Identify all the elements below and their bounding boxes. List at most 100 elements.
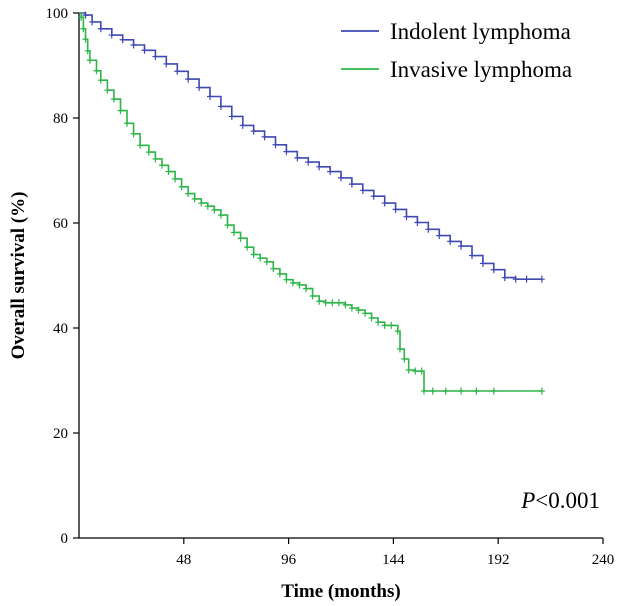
censor-mark	[458, 242, 465, 250]
censor-mark	[375, 318, 382, 326]
censor-mark	[178, 183, 185, 191]
censor-mark	[309, 292, 316, 300]
p-value-annotation: P<0.001	[520, 488, 600, 513]
y-tick-label: 100	[46, 6, 69, 22]
censor-mark	[141, 46, 148, 54]
censor-mark	[348, 304, 355, 312]
p-value-text: <0.001	[535, 488, 600, 513]
censor-mark	[97, 25, 104, 33]
y-tick-label: 80	[53, 111, 68, 127]
x-tick-label: 96	[281, 552, 297, 568]
censor-mark	[204, 202, 211, 210]
x-tick-label: 192	[487, 552, 510, 568]
censor-mark	[436, 232, 443, 240]
censor-mark	[490, 266, 497, 274]
censor-mark	[130, 130, 137, 138]
censor-mark	[137, 141, 144, 149]
censor-mark	[124, 119, 131, 127]
censor-mark	[368, 314, 375, 322]
censor-mark	[296, 281, 303, 289]
censor-mark	[283, 148, 290, 156]
censor-mark	[257, 254, 264, 262]
censor-mark	[469, 252, 475, 260]
censor-mark	[401, 355, 408, 363]
censor-mark	[263, 258, 270, 266]
censor-mark	[329, 299, 336, 307]
censor-mark	[191, 195, 198, 203]
censor-mark	[342, 301, 349, 309]
censor-mark	[381, 321, 388, 329]
x-tick-label: 48	[176, 552, 191, 568]
censor-mark	[239, 121, 246, 129]
censor-mark	[196, 84, 203, 92]
x-tick-label: 240	[592, 552, 615, 568]
censor-marks	[78, 11, 545, 395]
censor-mark	[394, 327, 401, 335]
censor-mark	[108, 31, 115, 39]
censor-mark	[198, 199, 205, 207]
censor-mark	[370, 192, 377, 200]
censor-mark	[158, 161, 165, 169]
y-tick-label: 0	[61, 531, 69, 547]
censor-mark	[163, 60, 170, 68]
censor-mark	[250, 127, 257, 135]
censor-mark	[392, 205, 399, 213]
censor-mark	[152, 53, 159, 61]
censor-mark	[174, 67, 181, 75]
legend-label: Indolent lymphoma	[390, 19, 571, 44]
censor-mark	[338, 174, 344, 182]
censor-mark	[272, 141, 279, 149]
y-tick-label: 20	[53, 426, 68, 442]
censor-mark	[348, 180, 355, 188]
censor-mark	[145, 148, 152, 156]
censor-mark	[89, 18, 96, 26]
censor-mark	[185, 75, 192, 83]
censor-mark	[283, 276, 290, 284]
censor-mark	[82, 11, 89, 19]
censor-mark	[473, 387, 480, 395]
censor-mark	[388, 321, 395, 329]
censor-mark	[429, 387, 436, 395]
censor-mark	[80, 25, 87, 33]
censor-mark	[538, 387, 545, 395]
censor-mark	[322, 299, 329, 307]
censor-mark	[490, 387, 497, 395]
censor-mark	[355, 306, 362, 314]
censor-mark	[316, 297, 323, 305]
censor-mark	[211, 206, 218, 214]
censor-mark	[501, 274, 508, 282]
censor-mark	[261, 133, 268, 141]
axes: 0 20 40 60 80 100 48 96 144 192 240	[46, 6, 615, 568]
censor-mark	[119, 36, 126, 44]
censor-mark	[130, 41, 137, 49]
censor-mark	[86, 56, 93, 64]
censor-mark	[458, 387, 465, 395]
legend-label: Invasive lymphoma	[390, 57, 572, 82]
censor-mark	[217, 102, 224, 110]
censor-mark	[335, 299, 342, 307]
censor-mark	[305, 158, 312, 166]
censor-mark	[405, 366, 412, 374]
censor-mark	[359, 186, 366, 194]
censor-mark	[447, 237, 454, 245]
censor-mark	[231, 228, 238, 236]
censor-mark	[396, 345, 403, 353]
censor-mark	[403, 213, 410, 221]
censor-mark	[228, 112, 235, 120]
y-axis-title: Overall survival (%)	[8, 192, 29, 360]
censor-mark	[289, 279, 296, 287]
censor-mark	[185, 190, 192, 198]
x-tick-label: 144	[382, 552, 405, 568]
censor-mark	[414, 218, 421, 226]
censor-mark	[425, 225, 432, 233]
legend: Indolent lymphoma Invasive lymphoma	[341, 19, 572, 82]
censor-mark	[224, 221, 231, 229]
censor-mark	[442, 387, 449, 395]
censor-mark	[270, 265, 277, 273]
censor-mark	[217, 211, 224, 219]
censor-mark	[276, 270, 283, 278]
p-value-italic: P	[520, 488, 535, 513]
censor-mark	[82, 35, 89, 43]
x-axis-title: Time (months)	[281, 581, 400, 602]
